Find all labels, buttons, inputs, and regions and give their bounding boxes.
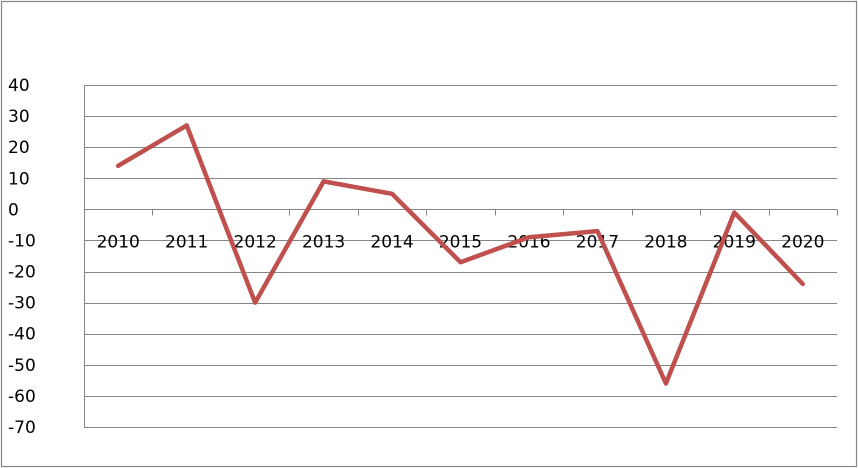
x-tick-label: 2020 — [781, 233, 824, 253]
y-tick-label: -30 — [8, 294, 36, 314]
y-axis-tick-labels: 40 30 20 10 0 -10 -20 -30 -40 -50 -60 -70 — [8, 76, 36, 438]
x-axis-tick-labels: 2010 2011 2012 2013 2014 2015 2016 2017 2018 2019… — [97, 233, 825, 253]
y-tick-label: -50 — [8, 356, 36, 376]
y-tick-label: 0 — [8, 200, 19, 220]
y-tick-label: 20 — [8, 138, 30, 158]
x-tick-label: 2010 — [97, 233, 140, 253]
x-tick-label: 2012 — [234, 233, 277, 253]
series-layer — [115, 123, 806, 386]
x-tick-label: 2013 — [302, 233, 345, 253]
x-tick-label: 2011 — [165, 233, 208, 253]
y-tick-label: 10 — [8, 169, 30, 189]
x-tick-label: 2015 — [439, 233, 482, 253]
y-tick-label: -40 — [8, 325, 36, 345]
x-tick-label: 2014 — [370, 233, 413, 253]
y-tick-label: -60 — [8, 387, 36, 407]
axes — [84, 85, 838, 427]
y-tick-label: -70 — [8, 418, 36, 438]
y-tick-label: -10 — [8, 231, 36, 251]
x-tick-label: 2017 — [576, 233, 619, 253]
x-tick-label: 2018 — [644, 233, 687, 253]
y-tick-label: 30 — [8, 107, 30, 127]
y-tick-label: -20 — [8, 263, 36, 283]
y-tick-label: 40 — [8, 76, 30, 96]
